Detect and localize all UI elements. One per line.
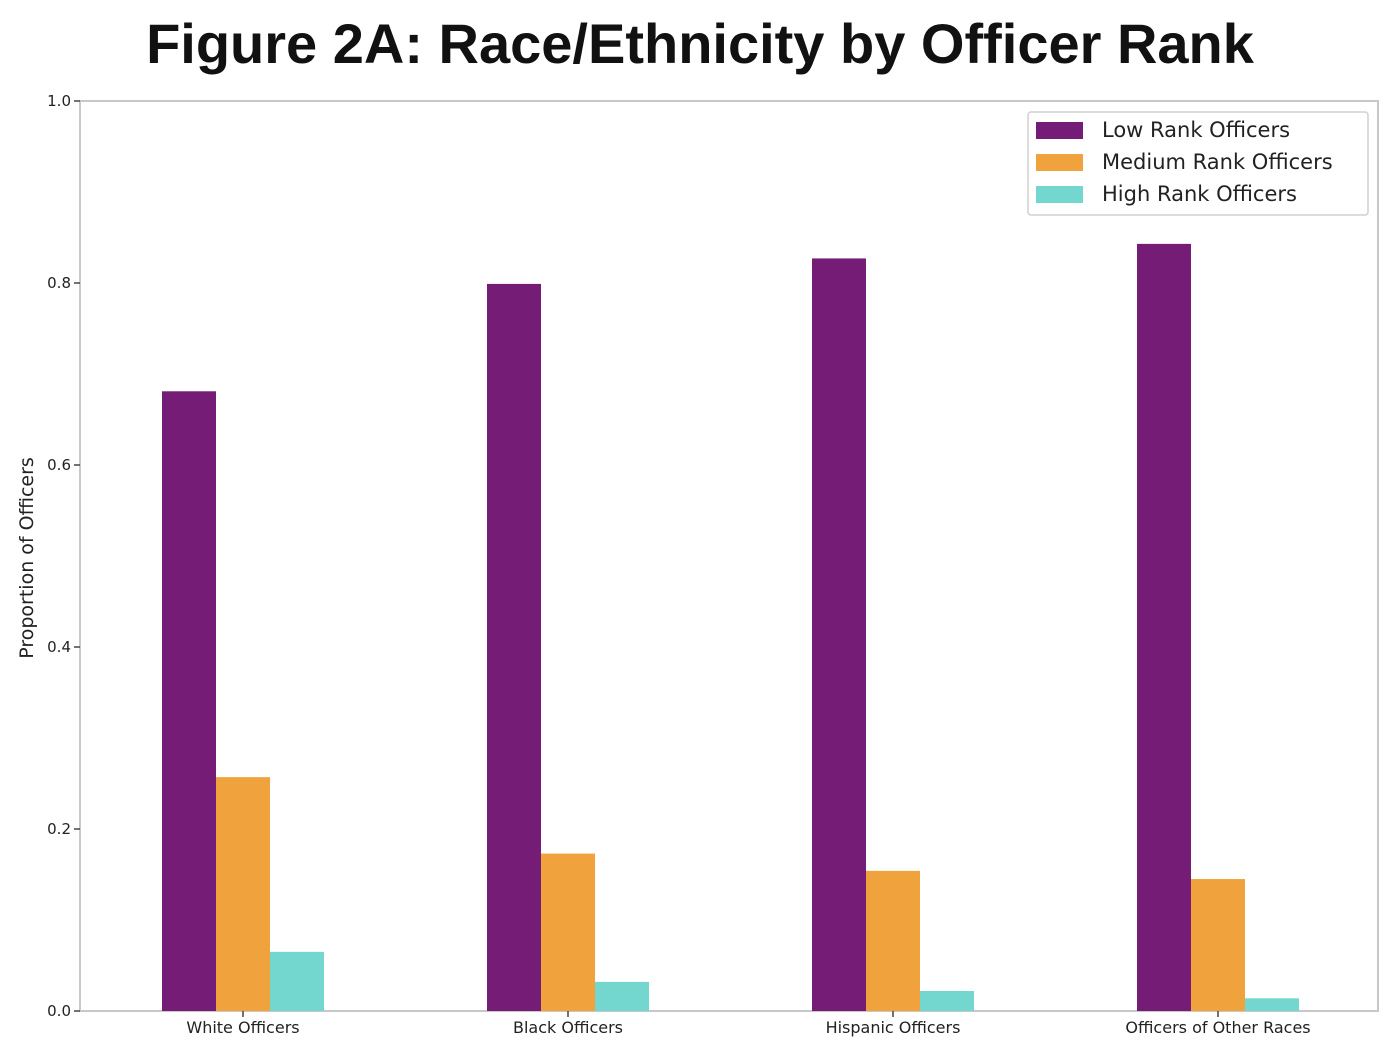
- legend-swatch: [1036, 186, 1083, 203]
- bar-low-rank-officers-2: [812, 258, 866, 1011]
- y-axis-title: Proportion of Officers: [16, 457, 38, 659]
- y-tick-label: 0.0: [47, 1002, 71, 1020]
- x-category-label: Officers of Other Races: [1125, 1018, 1310, 1037]
- bar-high-rank-officers-0: [270, 951, 324, 1011]
- bar-low-rank-officers-0: [162, 391, 216, 1011]
- y-tick-label: 0.8: [47, 274, 71, 292]
- y-tick-label: 1.0: [47, 92, 71, 110]
- plot-area: [79, 100, 1379, 1012]
- bar-high-rank-officers-1: [595, 981, 649, 1011]
- bars: [162, 243, 1299, 1011]
- legend-swatch: [1036, 154, 1083, 171]
- x-category-label: White Officers: [186, 1018, 299, 1037]
- x-category-label: Black Officers: [513, 1018, 623, 1037]
- legend: Low Rank Officers Medium Rank Officers Hig…: [1027, 111, 1369, 216]
- legend-box: [1027, 111, 1369, 216]
- x-category-label: Hispanic Officers: [826, 1018, 961, 1037]
- bar-low-rank-officers-3: [1137, 243, 1191, 1011]
- bar-high-rank-officers-2: [920, 990, 974, 1011]
- bar-medium-rank-officers-2: [866, 870, 920, 1011]
- plot-frame: [79, 100, 1379, 1012]
- bar-low-rank-officers-1: [487, 283, 541, 1011]
- legend-label: High Rank Officers: [1102, 182, 1297, 206]
- y-tick-label: 0.6: [47, 456, 71, 474]
- bar-medium-rank-officers-0: [216, 777, 270, 1011]
- x-axis: White Officers Black Officers Hispanic Off…: [186, 1011, 1311, 1037]
- y-tick-label: 0.2: [47, 820, 71, 838]
- y-tick-label: 0.4: [47, 638, 71, 656]
- bar-high-rank-officers-3: [1245, 998, 1299, 1011]
- legend-label: Low Rank Officers: [1102, 118, 1290, 142]
- legend-label: Medium Rank Officers: [1102, 150, 1333, 174]
- bar-medium-rank-officers-3: [1191, 879, 1245, 1011]
- bar-medium-rank-officers-1: [541, 853, 595, 1011]
- legend-swatch: [1036, 122, 1083, 139]
- chart-title: Figure 2A: Race/Ethnicity by Officer Ran…: [146, 12, 1254, 75]
- y-axis: 0.0 0.2 0.4 0.6 0.8 1.0: [47, 92, 80, 1020]
